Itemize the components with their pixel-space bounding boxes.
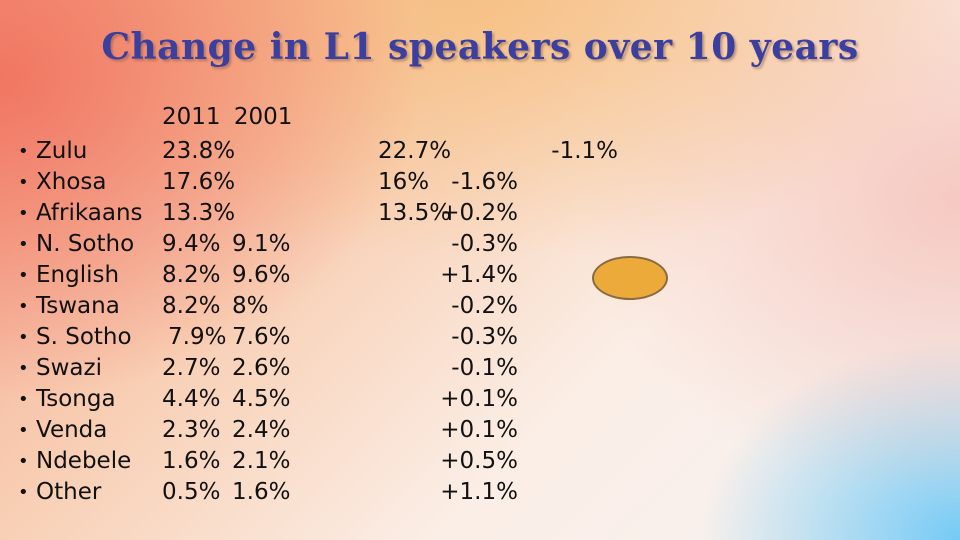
value-2001: 2.6%	[232, 355, 291, 381]
value-2001: 13.5%	[378, 200, 452, 226]
change-value: +1.1%	[440, 479, 518, 505]
change-value: +0.1%	[440, 386, 518, 412]
language-name: Afrikaans	[36, 200, 143, 226]
value-2001: 8%	[232, 293, 269, 319]
value-2001: 9.6%	[232, 262, 291, 288]
change-row: -0.3%	[378, 322, 618, 353]
language-name: Ndebele	[36, 448, 132, 474]
value-2011: 1.6%	[162, 448, 221, 474]
bullet-icon: •	[18, 141, 29, 162]
change-value: +0.5%	[440, 448, 518, 474]
change-row: 13.5% +0.2%	[378, 198, 618, 229]
bullet-icon: •	[18, 389, 29, 410]
value-2011: 13.3%	[162, 200, 236, 226]
change-row: +0.1%	[378, 384, 618, 415]
change-row: -0.1%	[378, 353, 618, 384]
language-name: Tswana	[36, 293, 120, 319]
value-2001: 4.5%	[232, 386, 291, 412]
change-row: 22.7% -1.1%	[378, 136, 618, 167]
change-value: -0.1%	[451, 355, 518, 381]
language-name: Swazi	[36, 355, 102, 381]
value-2001: 2.4%	[232, 417, 291, 443]
change-value: -1.1%	[551, 138, 618, 164]
value-2011: 2.3%	[162, 417, 221, 443]
value-2011: 0.5%	[162, 479, 221, 505]
value-2001: 16%	[378, 169, 430, 195]
bullet-icon: •	[18, 203, 29, 224]
value-2001: 7.6%	[232, 324, 291, 350]
value-2011: 2.7%	[162, 355, 221, 381]
change-value: -1.6%	[451, 169, 518, 195]
change-value: -0.3%	[451, 324, 518, 350]
value-2011: 8.2%	[162, 262, 221, 288]
slide-title: Change in L1 speakers over 10 years	[101, 26, 859, 68]
value-2011: 8.2%	[162, 293, 221, 319]
language-name: Zulu	[36, 138, 88, 164]
change-value: +0.2%	[440, 200, 518, 226]
value-2011: 23.8%	[162, 138, 236, 164]
bullet-icon: •	[18, 234, 29, 255]
change-row: +0.5%	[378, 446, 618, 477]
change-row: +1.1%	[378, 477, 618, 508]
language-name: S. Sotho	[36, 324, 132, 350]
language-name: Other	[36, 479, 102, 505]
change-value: +1.4%	[440, 262, 518, 288]
change-value: -0.2%	[451, 293, 518, 319]
column-headers: 2011 2001	[162, 104, 298, 130]
bullet-icon: •	[18, 172, 29, 193]
change-value: -0.3%	[451, 231, 518, 257]
bullet-icon: •	[18, 451, 29, 472]
change-row: +1.4%	[378, 260, 618, 291]
language-name: Tsonga	[36, 386, 116, 412]
language-name: English	[36, 262, 120, 288]
change-row: -0.3%	[378, 229, 618, 260]
header-2011: 2011	[162, 104, 221, 130]
value-2011: 9.4%	[162, 231, 221, 257]
change-value: +0.1%	[440, 417, 518, 443]
value-2011: 4.4%	[162, 386, 221, 412]
bullet-icon: •	[18, 358, 29, 379]
value-2011: 7.9%	[168, 324, 227, 350]
change-row: +0.1%	[378, 415, 618, 446]
value-2001: 9.1%	[232, 231, 291, 257]
language-name: Xhosa	[36, 169, 107, 195]
change-row: 16% -1.6%	[378, 167, 618, 198]
bullet-icon: •	[18, 265, 29, 286]
value-2001: 1.6%	[232, 479, 291, 505]
header-2001: 2001	[233, 104, 293, 130]
bullet-icon: •	[18, 296, 29, 317]
bullet-icon: •	[18, 420, 29, 441]
change-row: -0.2%	[378, 291, 618, 322]
bullet-icon: •	[18, 482, 29, 503]
value-2001: 22.7%	[378, 138, 452, 164]
value-2011: 17.6%	[162, 169, 236, 195]
value-2001: 2.1%	[232, 448, 291, 474]
change-column: 22.7% -1.1% 16% -1.6% 13.5% +0.2% -0.3% +1.…	[378, 136, 618, 508]
bullet-icon: •	[18, 327, 29, 348]
highlight-oval	[592, 256, 668, 300]
language-name: Venda	[36, 417, 108, 443]
language-name: N. Sotho	[36, 231, 135, 257]
